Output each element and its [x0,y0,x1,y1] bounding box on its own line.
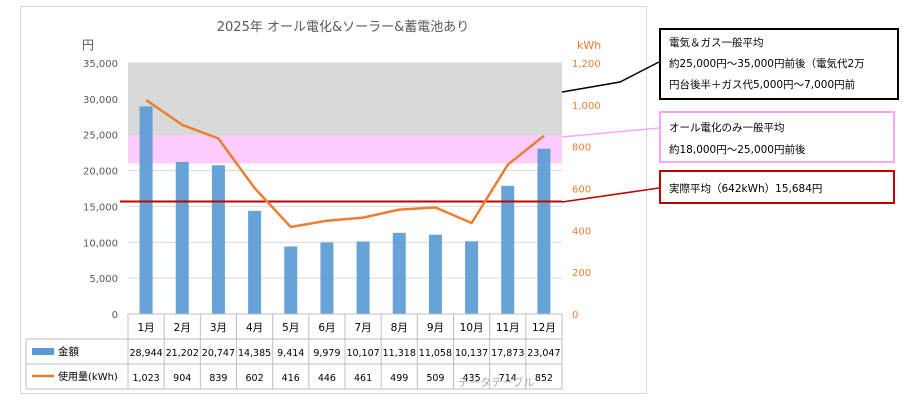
bar-3 [211,165,225,314]
y-right-unit: kWh [577,39,601,52]
x-tick-label: 10月 [460,322,484,334]
bar-11 [501,185,515,314]
bar-12 [537,148,551,314]
y-right-tick-label: 200 [572,268,591,279]
amount-data-label: 14,385 [238,348,271,359]
y-left-tick-label: 15,000 [83,202,118,213]
note-red-line1: 実際平均（642kWh）15,684円 [669,183,823,195]
bar-10 [465,241,479,314]
y-left-tick-label: 0 [112,310,118,321]
amount-data-label: 10,107 [346,348,379,359]
y-left-tick-label: 35,000 [83,59,118,70]
usage-data-label: 602 [246,373,264,384]
note-black-line1: 電気＆ガス一般平均 [669,37,764,49]
legend-label-usage: 使用量(kWh) [58,370,118,383]
amount-data-label: 21,202 [166,348,199,359]
y-left-tick-label: 30,000 [83,95,118,106]
x-tick-label: 4月 [246,322,263,334]
note-electric-gas-average: 電気＆ガス一般平均 約25,000円〜35,000円前後（電気代2万 円台後半＋… [659,28,899,100]
note-actual-average: 実際平均（642kWh）15,684円 [659,170,895,204]
usage-data-label: 461 [354,373,372,384]
y-right-tick-label: 1,200 [572,59,601,70]
amount-data-label: 9,414 [277,348,304,359]
amount-data-label: 9,979 [313,348,340,359]
note-black-line3: 円台後半＋ガス代5,000円〜7,000円前 [669,79,856,91]
y-right-tick-label: 600 [572,185,591,196]
bar-7 [356,241,370,314]
usage-data-label: 714 [499,373,517,384]
note-pink-line2: 約18,000円〜25,000円前後 [669,144,806,156]
amount-data-label: 10,137 [455,348,488,359]
x-tick-label: 12月 [532,322,556,334]
legend-label-amount: 金額 [58,345,79,358]
usage-line [145,98,545,229]
x-tick-label: 6月 [318,322,335,334]
x-tick-label: 5月 [282,322,299,334]
usage-data-label: 839 [209,373,227,384]
note-all-electric-average: オール電化のみ一般平均 約18,000円〜25,000円前後 [659,111,895,163]
table-watermark: データテーブル [458,375,534,389]
y-left-tick-label: 10,000 [83,238,118,249]
y-left-tick-label: 25,000 [83,131,118,142]
bar-6 [320,242,334,314]
bar-2 [175,161,189,314]
y-left-tick-label: 20,000 [83,167,118,178]
connector-pink [561,127,660,138]
usage-data-label: 509 [426,373,444,384]
connector-black [561,61,660,93]
usage-data-label: 904 [173,373,191,384]
amount-data-label: 28,944 [129,348,162,359]
y-right-tick-label: 0 [572,310,578,321]
note-black-line2: 約25,000円〜35,000円前後（電気代2万 [669,58,865,70]
bar-1 [139,106,153,314]
bar-9 [428,234,442,314]
x-tick-label: 8月 [391,322,408,334]
y-left-tick-label: 5,000 [89,274,118,285]
y-right-tick-label: 800 [572,143,591,154]
usage-data-label: 416 [282,373,300,384]
usage-data-label: 446 [318,373,336,384]
y-left-unit: 円 [82,38,94,52]
amount-data-label: 23,047 [527,348,560,359]
y-right-tick-label: 400 [572,226,591,237]
usage-data-label: 435 [463,373,481,384]
connector-red [561,187,660,203]
x-tick-label: 11月 [496,322,520,334]
y-right-tick-label: 1,000 [572,101,601,112]
x-tick-label: 1月 [137,322,154,334]
amount-data-label: 11,058 [419,348,452,359]
usage-data-label: 499 [390,373,408,384]
x-tick-label: 7月 [354,322,371,334]
legend-key-amount [32,348,54,355]
amount-data-label: 11,318 [383,348,416,359]
bar-4 [248,210,262,314]
range-band-2 [128,134,562,164]
amount-data-label: 17,873 [491,348,524,359]
x-tick-label: 2月 [174,322,191,334]
bar-5 [284,246,298,314]
x-tick-label: 3月 [210,322,227,334]
note-pink-line1: オール電化のみ一般平均 [669,122,785,134]
chart-title: 2025年 オール電化&ソーラー&蓄電池あり [217,20,470,35]
amount-data-label: 20,747 [202,348,235,359]
bar-8 [392,232,406,314]
usage-data-label: 852 [535,373,553,384]
usage-data-label: 1,023 [132,373,159,384]
x-tick-label: 9月 [427,322,444,334]
